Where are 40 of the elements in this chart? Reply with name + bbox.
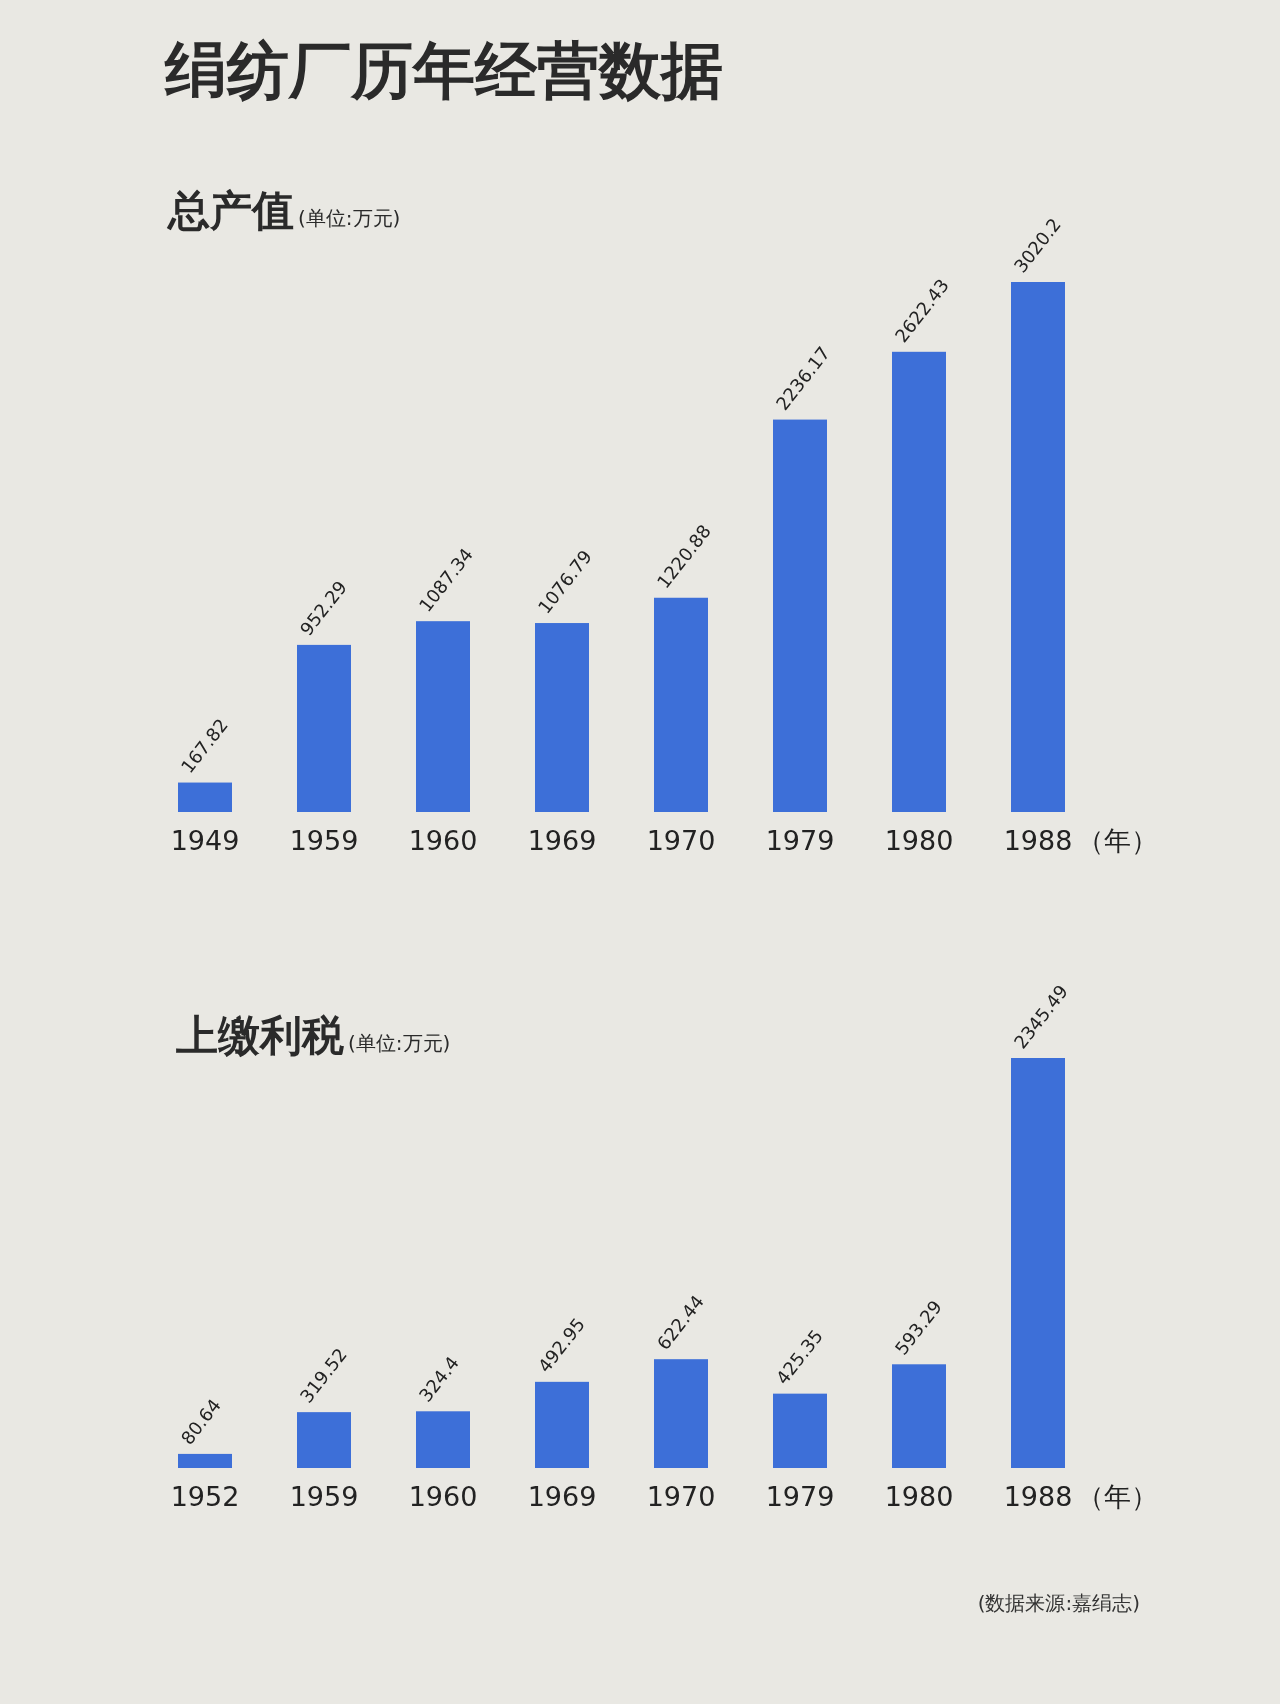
bar [178,782,232,812]
bar [773,1393,827,1468]
bar [535,623,589,812]
bar [297,1412,351,1468]
x-tick-label: 1988 [1003,825,1073,856]
bar [416,621,470,812]
bar [297,644,351,812]
x-tick-label: 1969 [527,825,597,856]
x-tick-label: 1952 [170,1481,240,1512]
x-tick-label: 1960 [408,825,478,856]
x-tick-label: 1980 [884,1481,954,1512]
bar [1011,282,1065,812]
x-tick-label: 1988 [1003,1481,1073,1512]
x-tick-label: 1960 [408,1481,478,1512]
chart-subtitle: (单位:万元) [348,1031,451,1055]
text: 绢纺厂历年经营数据 [164,34,723,107]
x-tick-label: 1970 [646,1481,716,1512]
bar [654,597,708,812]
x-tick-label: 1979 [765,1481,835,1512]
bar [773,419,827,812]
x-axis-title: （年） [1077,1481,1158,1512]
bar [654,1359,708,1469]
bar [535,1381,589,1468]
chart-title: 总产值 [166,186,294,235]
chart-title: 上缴利税 [175,1011,344,1060]
x-tick-label: 1969 [527,1481,597,1512]
x-tick-label: 1980 [884,825,954,856]
x-tick-label: 1949 [170,825,240,856]
bar [178,1453,232,1468]
bar [892,1364,946,1468]
chart-subtitle: (单位:万元) [298,206,401,230]
text: (数据来源:嘉绢志) [977,1591,1140,1615]
x-tick-label: 1959 [289,1481,359,1512]
x-tick-label: 1959 [289,825,359,856]
bar [416,1411,470,1468]
bar [892,351,946,812]
x-tick-label: 1970 [646,825,716,856]
x-tick-label: 1979 [765,825,835,856]
bar [1011,1058,1065,1468]
x-axis-title: （年） [1077,825,1158,856]
